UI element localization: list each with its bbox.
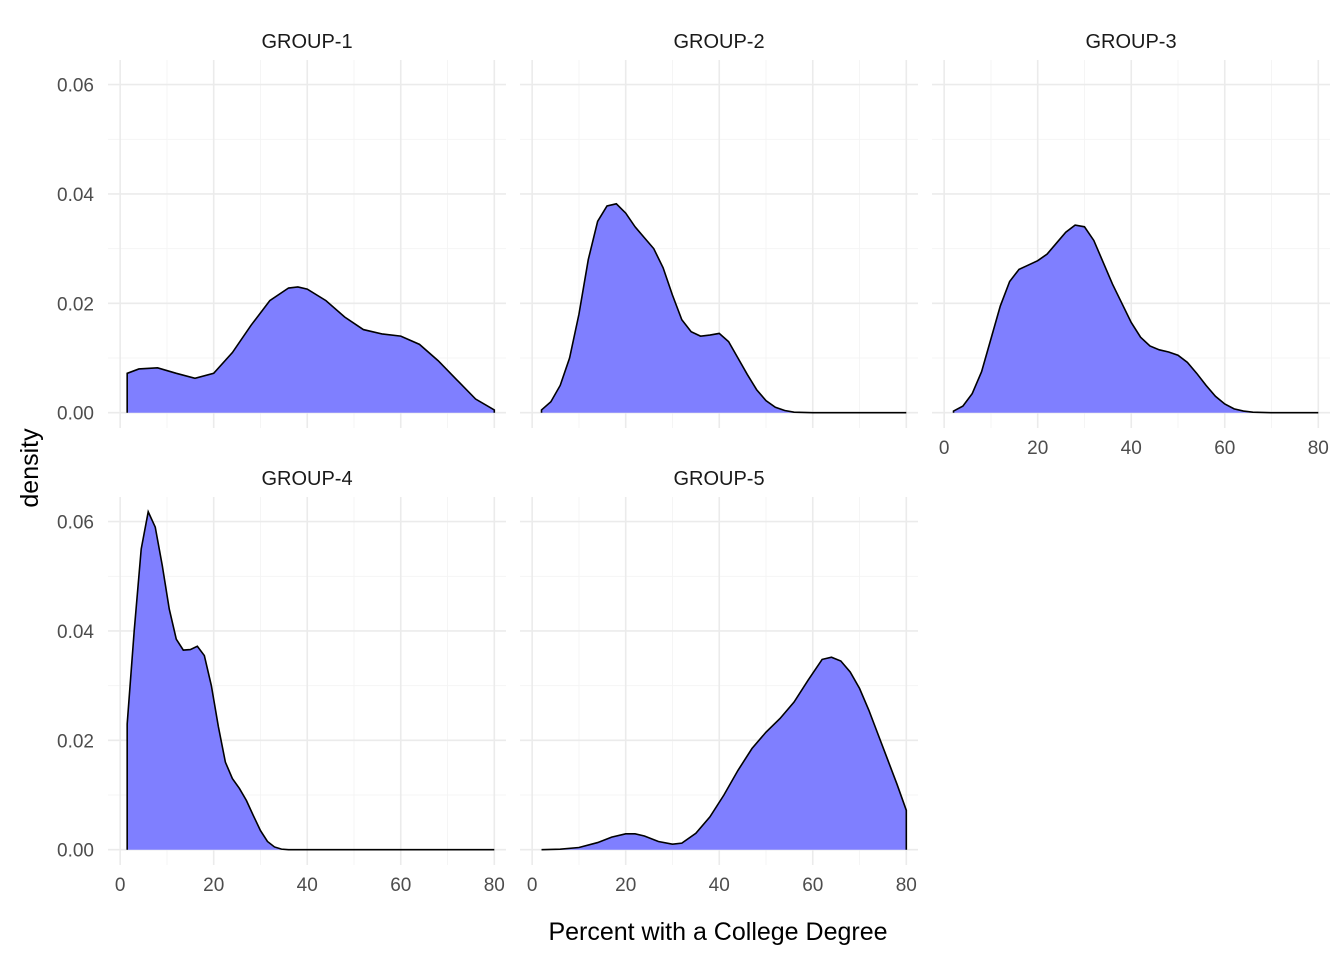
x-tick-label: 60 — [390, 875, 411, 896]
panel-3: GROUP-3 0 20 40 60 80 — [932, 31, 1330, 459]
panel-title: GROUP-2 — [673, 31, 764, 53]
x-tick-label: 0 — [527, 875, 538, 896]
x-axis-title: Percent with a College Degree — [548, 918, 887, 946]
panel-2: GROUP-2 — [520, 31, 918, 428]
y-tick-label: 0.02 — [57, 731, 94, 752]
y-tick-label: 0.06 — [57, 513, 94, 534]
y-tick-label: 0.06 — [57, 76, 94, 97]
x-tick-label: 40 — [297, 875, 318, 896]
y-axis-title: density — [16, 428, 44, 508]
panels-layer: GROUP-1 0.00 0.02 0.04 0.06 GROUP-2 GROUP-3 0 20… — [57, 31, 1330, 896]
y-tick-label: 0.02 — [57, 294, 94, 315]
x-tick-label: 20 — [203, 875, 224, 896]
x-tick-label: 40 — [709, 875, 730, 896]
y-tick-label: 0.04 — [57, 185, 94, 206]
x-tick-label: 80 — [1308, 438, 1329, 459]
x-tick-label: 80 — [896, 875, 917, 896]
x-tick-label: 60 — [1214, 438, 1235, 459]
x-tick-label: 60 — [802, 875, 823, 896]
panel-4: GROUP-4 0.00 0.02 0.04 0.06 0 20 40 60 80 — [57, 468, 506, 896]
x-tick-label: 20 — [615, 875, 636, 896]
density-area — [952, 224, 1319, 414]
x-tick-label: 0 — [115, 875, 126, 896]
y-tick-label: 0.04 — [57, 622, 94, 643]
y-tick-label: 0.00 — [57, 841, 94, 862]
density-area — [540, 202, 907, 414]
panel-1: GROUP-1 0.00 0.02 0.04 0.06 — [57, 31, 506, 428]
panel-title: GROUP-4 — [261, 468, 352, 490]
density-area — [126, 509, 495, 851]
x-tick-label: 80 — [484, 875, 505, 896]
panel-title: GROUP-3 — [1085, 31, 1176, 53]
density-area — [541, 656, 908, 851]
density-area — [126, 286, 496, 413]
panel-5: GROUP-5 0 20 40 60 80 — [520, 468, 918, 896]
x-tick-label: 40 — [1121, 438, 1142, 459]
panel-title: GROUP-5 — [673, 468, 764, 490]
x-tick-label: 0 — [939, 438, 950, 459]
panel-title: GROUP-1 — [261, 31, 352, 53]
y-tick-label: 0.00 — [57, 404, 94, 425]
x-tick-label: 20 — [1027, 438, 1048, 459]
